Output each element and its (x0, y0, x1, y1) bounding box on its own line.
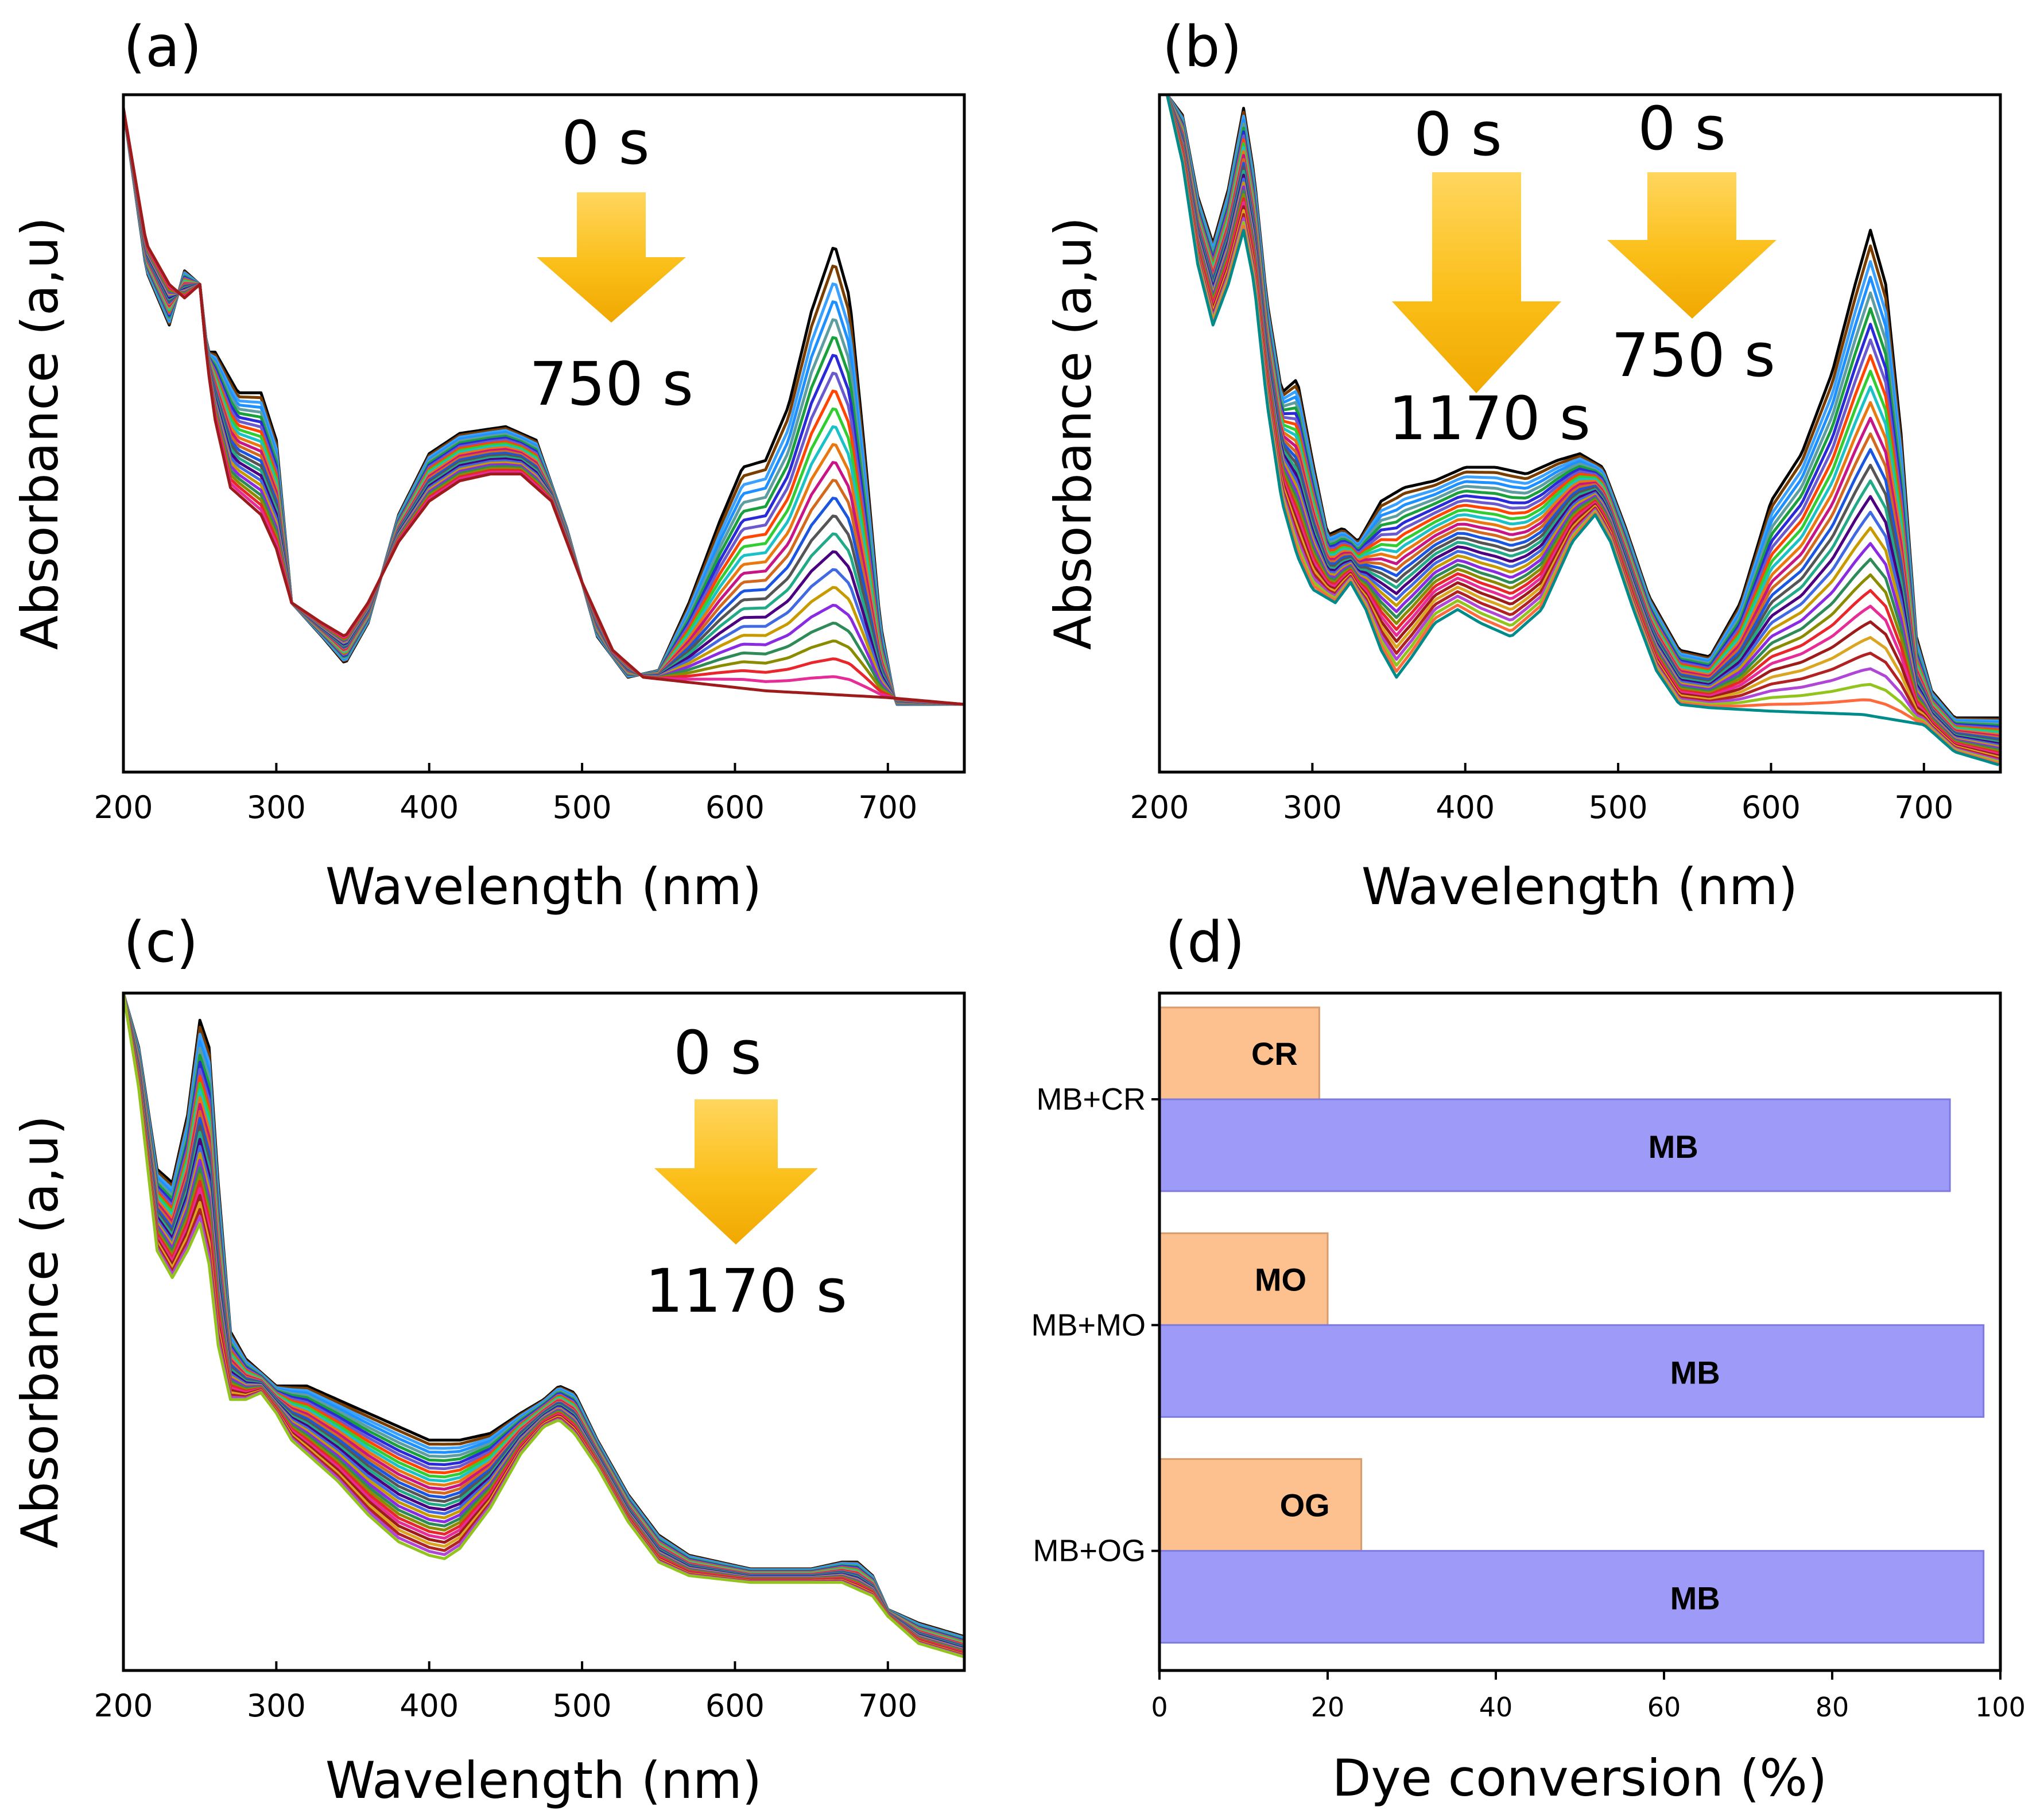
panel-d-x-tick-label-2: 40 (1479, 1692, 1513, 1723)
panel-c-x-tick-label-4: 600 (705, 1688, 765, 1724)
panel-c-end-time: 1170 s (645, 1256, 847, 1326)
panel-b-x-axis-title: Wavelength (nm) (1362, 857, 1798, 916)
panel-c-x-tick-label-1: 300 (247, 1688, 306, 1724)
panel-d-category-label-2: MB+OG (1033, 1534, 1146, 1568)
panel-a: (a) 200 300 400 500 600 700 Wavelength (nm) A… (10, 14, 966, 916)
panel-b-label: (b) (1162, 14, 1242, 80)
panel-b-spectra (1165, 94, 2000, 766)
panel-b-spectrum-29 (1165, 94, 1999, 763)
panel-c-start-time: 0 s (673, 1018, 761, 1088)
panel-b-spectrum-28 (1165, 94, 1999, 762)
panel-a-x-ticks: 200 300 400 500 600 700 (94, 763, 917, 825)
panel-b-spectrum-25 (1165, 94, 1999, 758)
panel-b-spectrum-21 (1165, 94, 1999, 751)
panel-a-x-tick-label-3: 500 (553, 789, 612, 825)
panel-d-frame (1158, 991, 2002, 1672)
panel-a-frame (122, 93, 966, 774)
panel-b-spectrum-24 (1165, 94, 1999, 756)
panel-c-label: (c) (123, 910, 198, 975)
panel-b-x-tick-label-3: 500 (1589, 789, 1648, 825)
panel-d-bar-label-mo: MO (1255, 1261, 1306, 1297)
panel-b-x-tick-label-4: 600 (1742, 789, 1801, 825)
panel-d-bar-label-og: OG (1280, 1487, 1330, 1524)
panel-d-bar-mb-2 (1158, 1550, 1985, 1644)
panel-a-label: (a) (123, 14, 202, 80)
panel-a-x-tick-label-1: 300 (247, 789, 306, 825)
panel-b-decay-arrow-1 (1392, 172, 1561, 393)
panel-c-x-tick-label-5: 700 (858, 1688, 917, 1724)
panel-d-x-tick-label-0: 0 (1151, 1692, 1168, 1723)
panel-b-end-time-2: 750 s (1611, 320, 1775, 390)
panel-b-start-time-1: 0 s (1414, 99, 1502, 169)
panel-b: (b) 200 300 400 500 600 700 Wavelength (nm) A… (1044, 14, 2002, 916)
panel-d-bar-mb-1 (1158, 1324, 1985, 1418)
panel-c-decay-arrow (654, 1099, 818, 1245)
panel-b-x-tick-label-1: 300 (1283, 789, 1342, 825)
panel-d-x-tick-label-4: 80 (1816, 1692, 1849, 1723)
panel-d-bar-label-mb-1: MB (1670, 1354, 1720, 1390)
panel-b-x-tick-label-0: 200 (1130, 789, 1189, 825)
panel-b-spectrum-23 (1165, 94, 1999, 754)
panel-d-category-label-1: MB+MO (1031, 1308, 1146, 1342)
panel-b-spectrum-27 (1165, 94, 1999, 761)
panel-c-x-tick-label-0: 200 (94, 1688, 153, 1724)
panel-d-bar-label-mb-0: MB (1649, 1129, 1698, 1165)
panel-d-x-tick-label-5: 100 (1975, 1692, 2026, 1723)
panel-a-spectrum-25 (122, 108, 965, 706)
panel-d-ticks: 0 20 40 60 80 100 (1151, 1670, 2026, 1723)
panel-c-x-tick-label-2: 400 (400, 1688, 459, 1724)
panel-d-bar-label-mb-2: MB (1670, 1580, 1720, 1617)
panel-b-x-tick-label-2: 400 (1436, 789, 1495, 825)
panel-c: (c) 200 300 400 500 600 700 Wavelength (nm) A… (10, 910, 966, 1810)
panel-d: (d) CR MB MB+CR MO MB MB+MO OG MB MB+OG 0 20 40 60 8… (1031, 910, 2025, 1808)
panel-b-frame (1158, 93, 2002, 774)
panel-a-spectra (122, 108, 965, 706)
panel-c-y-axis-title: Absorbance (a,u) (10, 1115, 69, 1548)
panel-b-x-tick-label-5: 700 (1894, 789, 1953, 825)
panel-a-x-tick-label-5: 700 (858, 789, 917, 825)
panel-c-spectrum-29 (122, 993, 965, 1658)
panel-d-x-tick-label-3: 60 (1647, 1692, 1681, 1723)
panel-c-x-tick-label-3: 500 (553, 1688, 612, 1724)
panel-b-end-time-1: 1170 s (1388, 383, 1591, 453)
panel-b-x-ticks: 200 300 400 500 600 700 (1130, 763, 1953, 825)
panel-b-spectrum-31 (1165, 94, 2000, 766)
panel-d-category-label-0: MB+CR (1036, 1082, 1146, 1117)
panel-d-label: (d) (1165, 910, 1245, 975)
panel-c-spectra (122, 993, 965, 1658)
panel-a-x-axis-title: Wavelength (nm) (325, 857, 762, 916)
panel-b-spectrum-22 (1165, 94, 1999, 753)
panel-c-x-ticks: 200 300 400 500 600 700 (94, 1661, 917, 1724)
panel-a-decay-arrow (537, 192, 686, 323)
panel-a-y-axis-title: Absorbance (a,u) (10, 217, 69, 650)
panel-c-x-axis-title: Wavelength (nm) (325, 1751, 762, 1810)
panel-d-bar-mo (1158, 1232, 1329, 1326)
panel-d-x-axis-title: Dye conversion (%) (1332, 1749, 1828, 1808)
panel-a-x-tick-label-4: 600 (705, 789, 765, 825)
panel-b-y-axis-title: Absorbance (a,u) (1044, 217, 1103, 650)
panel-b-decay-arrow-2 (1607, 172, 1777, 319)
panel-a-start-time: 0 s (561, 108, 649, 178)
panel-b-start-time-2: 0 s (1638, 94, 1725, 164)
panel-d-x-tick-label-1: 20 (1311, 1692, 1345, 1723)
panel-a-x-tick-label-2: 400 (400, 789, 459, 825)
panel-d-bar-og (1158, 1458, 1363, 1552)
panel-d-bar-label-cr: CR (1251, 1036, 1298, 1072)
panel-b-spectrum-26 (1165, 94, 1999, 759)
panel-a-x-tick-label-0: 200 (94, 789, 153, 825)
panel-b-spectrum-20 (1165, 94, 1999, 750)
panel-c-frame (122, 991, 966, 1672)
panel-b-spectrum-30 (1165, 94, 1999, 765)
panel-d-bar-mb-0 (1158, 1098, 1951, 1192)
panel-d-bars: CR MB MB+CR MO MB MB+MO OG MB MB+OG (1031, 1006, 1985, 1644)
panel-a-end-time: 750 s (529, 349, 693, 419)
